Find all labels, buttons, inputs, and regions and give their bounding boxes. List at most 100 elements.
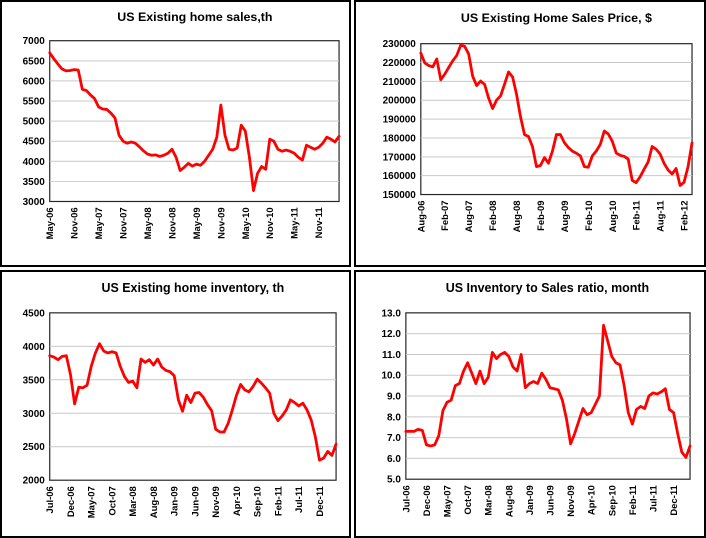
- y-tick-label: 11.0: [382, 350, 401, 361]
- x-tick-label: Feb-11: [273, 486, 284, 516]
- x-tick-label: May-06: [44, 207, 55, 239]
- x-tick-label: Aug-06: [416, 200, 427, 232]
- y-tick-label: 6.0: [387, 454, 401, 465]
- x-tick-label: Dec-06: [422, 485, 433, 516]
- y-tick-label: 5500: [23, 97, 46, 108]
- y-tick-label: 4500: [23, 137, 46, 148]
- y-tick-label: 150000: [383, 190, 417, 201]
- x-tick-label: May-07: [93, 207, 104, 239]
- chart-title: US Inventory to Sales ratio, month: [446, 281, 649, 295]
- x-tick-label: Jan-09: [170, 486, 181, 516]
- x-tick-label: Sep-10: [253, 486, 264, 517]
- x-tick-label: Oct-07: [463, 485, 474, 514]
- x-tick-label: Nov-10: [264, 207, 275, 238]
- x-tick-label: Feb-07: [440, 200, 451, 230]
- x-tick-label: May-11: [289, 207, 300, 238]
- x-tick-label: Jan-09: [525, 485, 536, 515]
- panel-existing-home-inventory: US Existing home inventory, th 4500 4000 3…: [0, 270, 351, 538]
- y-tick-label: 6000: [23, 76, 46, 87]
- plot-area: 700065006000550050004500400035003000May-…: [23, 36, 341, 239]
- y-tick-label: 170000: [383, 152, 417, 163]
- y-tick-label: 5.0: [387, 475, 401, 486]
- x-tick-label: Aug-08: [149, 486, 160, 518]
- x-tick-label: Nov-08: [166, 207, 177, 238]
- y-tick-label: 200000: [383, 96, 417, 107]
- y-tick-label: 3500: [23, 177, 46, 188]
- y-tick-label: 13.0: [381, 308, 401, 319]
- x-tick-label: May-07: [443, 485, 454, 517]
- y-tick-label: 10.0: [381, 371, 401, 382]
- panel-existing-home-sales: US Existing home sales,th 7000 6500 6000 55…: [0, 0, 351, 267]
- x-tick-label: Mar-08: [484, 485, 495, 515]
- x-tick-label: Aug-10: [608, 200, 619, 232]
- y-tick-label: 4500: [23, 308, 46, 319]
- x-tick-label: Jul-11: [648, 485, 659, 512]
- chart-title: US Existing home sales,th: [117, 10, 272, 24]
- existing-home-sales-price-chart: US Existing Home Sales Price, $ 230000 22…: [383, 11, 694, 232]
- y-tick-label: 5000: [23, 117, 46, 128]
- x-tick-label: May-07: [87, 486, 98, 518]
- x-tick-label: Jun-09: [190, 486, 201, 516]
- x-tick-label: Jun-09: [546, 485, 557, 515]
- y-tick-label: 4000: [23, 342, 46, 353]
- y-tick-label: 9.0: [387, 392, 401, 403]
- y-tick-label: 6500: [23, 56, 46, 67]
- panel-existing-home-sales-price: US Existing Home Sales Price, $ 230000 22…: [354, 0, 706, 267]
- chart-title: US Existing Home Sales Price, $: [461, 11, 652, 25]
- existing-home-sales-chart: US Existing home sales,th 7000 6500 6000 55…: [23, 10, 341, 239]
- x-tick-label: Jul-06: [401, 485, 412, 512]
- x-tick-label: Sep-10: [607, 485, 618, 516]
- series-line: [48, 51, 341, 193]
- x-tick-label: Feb-09: [536, 200, 547, 230]
- y-tick-label: 190000: [383, 115, 417, 126]
- x-tick-label: Nov-09: [566, 485, 577, 517]
- x-tick-label: Nov-09: [211, 486, 222, 518]
- x-tick-label: May-08: [142, 207, 153, 239]
- x-tick-label: Feb-08: [488, 200, 499, 230]
- series-line: [419, 43, 694, 187]
- x-tick-label: Apr-10: [232, 486, 243, 516]
- chart-title: US Existing home inventory, th: [102, 281, 285, 295]
- y-tick-label: 4000: [23, 157, 46, 168]
- y-tick-label: 3000: [23, 409, 46, 420]
- x-tick-label: Aug-08: [512, 200, 523, 232]
- y-tick-label: 8.0: [387, 412, 401, 423]
- x-tick-label: Nov-07: [118, 207, 129, 238]
- y-tick-label: 2500: [23, 442, 46, 453]
- series-line: [48, 342, 338, 462]
- x-tick-label: Aug-07: [464, 200, 475, 232]
- x-tick-label: Feb-10: [584, 200, 595, 230]
- x-tick-label: May-10: [240, 207, 251, 239]
- x-tick-label: Dec-06: [66, 486, 77, 517]
- y-tick-label: 12.0: [381, 329, 401, 340]
- x-tick-label: Aug-11: [656, 200, 667, 231]
- x-tick-label: Nov-09: [215, 207, 226, 238]
- x-tick-label: Aug-09: [560, 200, 571, 232]
- inventory-to-sales-ratio-chart: US Inventory to Sales ratio, month 13.01…: [381, 281, 692, 517]
- y-tick-label: 220000: [383, 58, 417, 69]
- y-tick-label: 2000: [23, 476, 46, 487]
- y-tick-label: 7000: [23, 36, 46, 47]
- x-tick-label: Mar-08: [128, 486, 139, 516]
- x-tick-label: Dec-11: [315, 486, 326, 516]
- y-tick-label: 230000: [383, 39, 417, 50]
- x-tick-label: Nov-06: [69, 207, 80, 238]
- y-tick-label: 210000: [383, 77, 417, 88]
- x-tick-label: Dec-11: [669, 485, 680, 515]
- plot-area: 230000 220000 210000 200000 190000 180000 1700…: [383, 39, 694, 232]
- x-tick-label: Feb-12: [680, 200, 691, 230]
- panel-inventory-to-sales-ratio: US Inventory to Sales ratio, month 13.0 1…: [354, 270, 706, 538]
- existing-home-inventory-chart: US Existing home inventory, th 4500 4000 3…: [23, 281, 338, 518]
- y-tick-label: 7.0: [387, 433, 401, 444]
- x-tick-label: Feb-11: [628, 485, 639, 515]
- x-tick-label: Aug-08: [504, 485, 515, 517]
- x-tick-label: Apr-10: [587, 485, 598, 515]
- x-tick-label: May-09: [191, 207, 202, 239]
- series-line: [404, 323, 692, 459]
- x-tick-label: Jul-06: [45, 486, 56, 513]
- y-tick-label: 180000: [383, 133, 417, 144]
- x-tick-label: Oct-07: [107, 486, 118, 515]
- x-tick-label: Feb-11: [632, 200, 643, 230]
